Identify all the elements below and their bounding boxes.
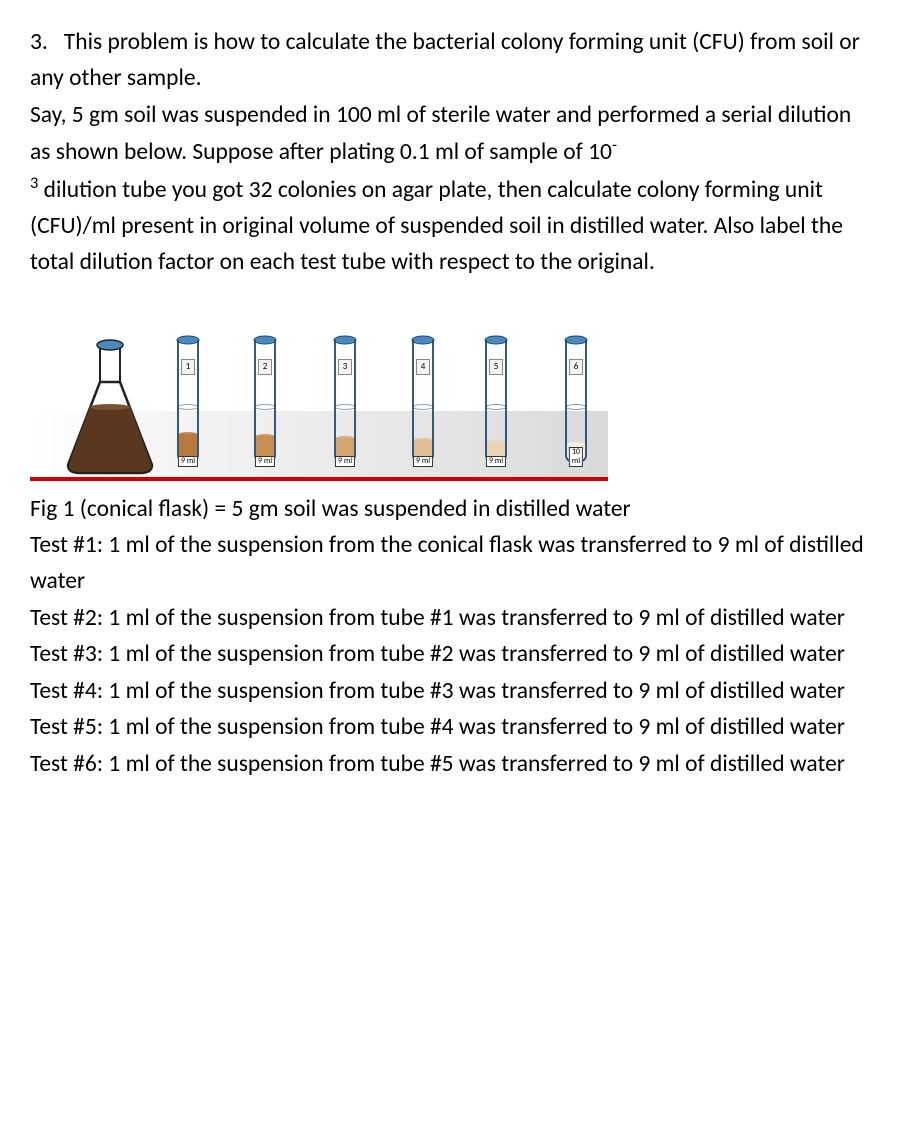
sup-minus: - bbox=[612, 135, 617, 155]
tube-volume-label: 9 ml bbox=[255, 456, 275, 467]
tube-icon bbox=[483, 335, 509, 465]
test-tube-2: 2 9 ml bbox=[252, 335, 278, 476]
conical-flask-icon bbox=[60, 337, 160, 477]
tube-icon bbox=[410, 335, 436, 465]
intro-text: This problem is how to calculate the bac… bbox=[30, 28, 860, 92]
test-1: Test #1: 1 ml of the suspension from the… bbox=[30, 527, 868, 600]
test-4: Test #4: 1 ml of the suspension from tub… bbox=[30, 673, 868, 709]
test-2: Test #2: 1 ml of the suspension from tub… bbox=[30, 600, 868, 636]
tube-icon bbox=[332, 335, 358, 465]
tube-icon bbox=[175, 335, 201, 465]
test-tube-1: 1 9 ml bbox=[175, 335, 201, 476]
tube-number-label: 5 bbox=[489, 359, 503, 375]
question-text: 3. This problem is how to calculate the … bbox=[30, 24, 868, 281]
test-5: Test #5: 1 ml of the suspension from tub… bbox=[30, 709, 868, 745]
test-tube-3: 3 9 ml bbox=[332, 335, 358, 476]
fig-caption: Fig 1 (conical flask) = 5 gm soil was su… bbox=[30, 491, 868, 527]
tube-icon bbox=[252, 335, 278, 465]
tube-volume-label: 9 ml bbox=[486, 456, 506, 467]
test-tube-6: 6 10ml bbox=[563, 335, 589, 476]
tube-icon bbox=[563, 335, 589, 465]
figure-description: Fig 1 (conical flask) = 5 gm soil was su… bbox=[30, 491, 868, 782]
tube-volume-label: 9 ml bbox=[178, 456, 198, 467]
test-6: Test #6: 1 ml of the suspension from tub… bbox=[30, 746, 868, 782]
body-part1: Say, 5 gm soil was suspended in 100 ml o… bbox=[30, 101, 851, 166]
tube-volume-label: 10ml bbox=[569, 447, 583, 467]
tube-number-label: 2 bbox=[258, 359, 272, 375]
body-part2: dilution tube you got 32 colonies on aga… bbox=[30, 175, 843, 276]
tube-number-label: 6 bbox=[569, 359, 583, 375]
test-3: Test #3: 1 ml of the suspension from tub… bbox=[30, 636, 868, 672]
baseline bbox=[30, 477, 608, 481]
dilution-diagram: 1 9 ml 2 9 ml 3 9 ml 4 9 ml 5 9 ml 6 10ml bbox=[30, 311, 608, 481]
tube-volume-label: 9 ml bbox=[335, 456, 355, 467]
test-tube-5: 5 9 ml bbox=[483, 335, 509, 476]
tube-number-label: 1 bbox=[181, 359, 195, 375]
test-tube-4: 4 9 ml bbox=[410, 335, 436, 476]
tube-volume-label: 9 ml bbox=[413, 456, 433, 467]
tube-number-label: 4 bbox=[416, 359, 430, 375]
tube-number-label: 3 bbox=[338, 359, 352, 375]
question-number: 3. bbox=[30, 28, 48, 56]
